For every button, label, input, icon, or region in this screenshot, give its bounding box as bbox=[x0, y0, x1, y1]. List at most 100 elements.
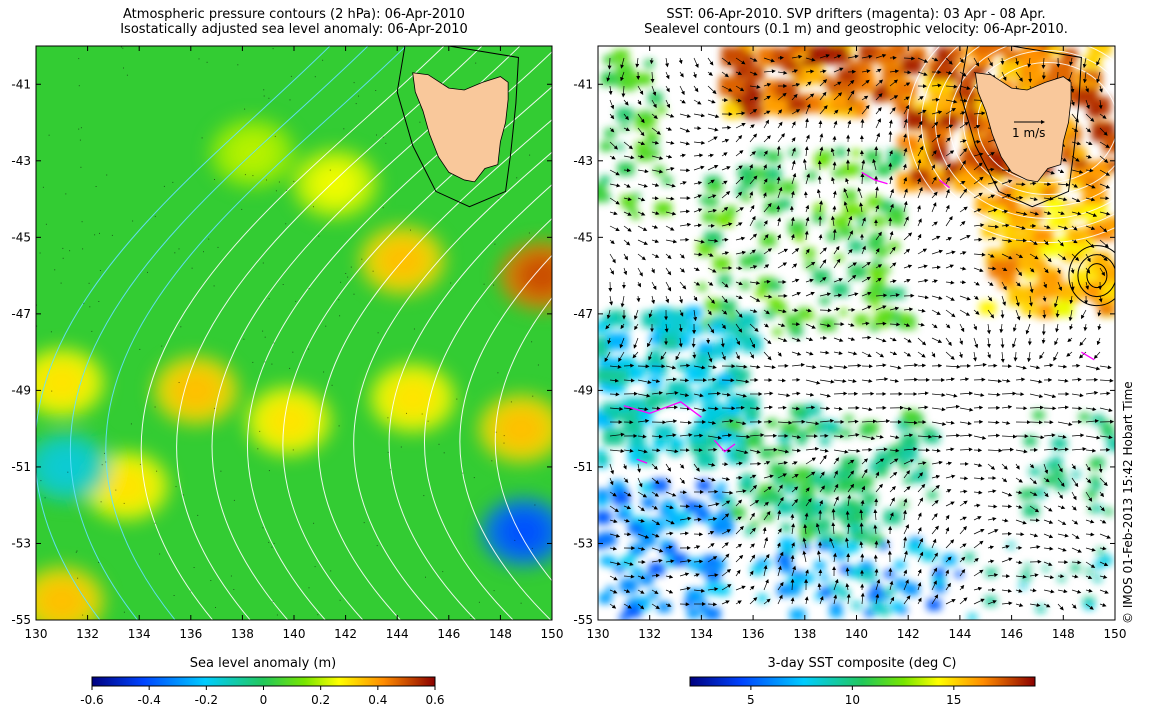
right-x-tick-label: 144 bbox=[948, 627, 971, 641]
sst-patch bbox=[620, 557, 633, 567]
velocity-arrow bbox=[791, 391, 801, 396]
sla-dot bbox=[237, 64, 239, 66]
velocity-arrow bbox=[620, 71, 625, 82]
velocity-arrow bbox=[665, 491, 677, 497]
right-colorbar-ticks: 5 10 15 bbox=[747, 686, 961, 707]
left-title-line1: Atmospheric pressure contours (2 hPa): 0… bbox=[123, 7, 465, 22]
sla-dot bbox=[389, 469, 391, 471]
velocity-arrow bbox=[802, 550, 807, 563]
velocity-arrow bbox=[692, 351, 697, 359]
velocity-arrow bbox=[679, 516, 692, 521]
velocity-arrow bbox=[650, 71, 655, 83]
sst-patch bbox=[852, 531, 866, 543]
sst-patch bbox=[744, 80, 758, 91]
velocity-arrow bbox=[707, 420, 717, 425]
sst-patch bbox=[1051, 437, 1067, 450]
left-colorbar-tick-label: 0 bbox=[260, 693, 268, 707]
sla-dot bbox=[494, 243, 496, 245]
velocity-arrow bbox=[805, 498, 812, 507]
velocity-arrow bbox=[819, 200, 823, 213]
sst-patch bbox=[639, 451, 657, 465]
velocity-arrow bbox=[763, 323, 769, 328]
velocity-arrow bbox=[888, 130, 893, 143]
velocity-arrow bbox=[693, 477, 706, 483]
sla-dot bbox=[104, 452, 105, 454]
sla-dot bbox=[180, 326, 182, 328]
velocity-arrow bbox=[791, 461, 798, 466]
sst-patch bbox=[692, 592, 701, 600]
velocity-arrow bbox=[693, 517, 702, 522]
velocity-arrow bbox=[693, 153, 704, 158]
sst-patch bbox=[724, 206, 737, 216]
sst-patch bbox=[678, 492, 688, 500]
velocity-arrow bbox=[637, 253, 646, 261]
velocity-arrow bbox=[763, 83, 772, 87]
velocity-arrow bbox=[791, 93, 798, 101]
sst-patch bbox=[684, 599, 694, 607]
sst-patch bbox=[619, 356, 635, 369]
velocity-arrow bbox=[623, 406, 634, 411]
sst-patch bbox=[844, 415, 854, 423]
velocity-arrow bbox=[819, 499, 823, 507]
velocity-arrow bbox=[707, 281, 714, 286]
velocity-arrow bbox=[707, 253, 714, 257]
sst-patch bbox=[866, 195, 882, 208]
sla-dot bbox=[213, 285, 215, 287]
sst-patch bbox=[1019, 583, 1027, 589]
sst-patch bbox=[875, 246, 889, 257]
velocity-arrow bbox=[815, 522, 821, 535]
velocity-arrow bbox=[804, 230, 809, 241]
sla-dot bbox=[273, 342, 275, 344]
velocity-arrow bbox=[735, 600, 742, 605]
pressure-contour-line bbox=[388, 184, 552, 620]
sst-patch bbox=[815, 592, 825, 600]
velocity-arrow bbox=[679, 558, 692, 563]
velocity-arrow bbox=[665, 589, 674, 594]
sst-patch bbox=[600, 175, 610, 184]
sst-patch bbox=[768, 297, 782, 309]
sst-patch bbox=[693, 352, 712, 367]
sst-patch bbox=[819, 297, 830, 305]
sst-patch bbox=[1089, 46, 1112, 56]
velocity-arrow bbox=[651, 491, 659, 497]
sla-dot bbox=[161, 345, 163, 347]
velocity-arrow bbox=[651, 281, 657, 291]
velocity-arrow bbox=[707, 179, 715, 185]
velocity-arrow bbox=[679, 433, 693, 438]
sst-patch bbox=[1100, 555, 1113, 565]
velocity-arrow bbox=[763, 461, 771, 465]
sst-patch bbox=[617, 508, 631, 520]
velocity-arrow bbox=[791, 542, 795, 549]
sst-patch bbox=[648, 562, 665, 576]
sla-dot bbox=[163, 185, 165, 187]
velocity-arrow bbox=[609, 127, 615, 133]
sst-patch bbox=[812, 213, 825, 223]
right-y-tick-label: -49 bbox=[573, 383, 593, 397]
sla-dot bbox=[156, 470, 158, 472]
velocity-arrow bbox=[665, 559, 675, 564]
velocity-arrow bbox=[903, 377, 919, 382]
velocity-arrow bbox=[749, 337, 756, 349]
sla-dot bbox=[272, 48, 274, 50]
pressure-contour-line bbox=[282, 86, 552, 620]
sst-patch bbox=[667, 328, 682, 340]
velocity-arrow bbox=[721, 309, 728, 315]
velocity-arrow bbox=[651, 547, 664, 553]
velocity-arrow bbox=[819, 379, 835, 384]
velocity-arrow bbox=[623, 518, 630, 523]
velocity-arrow bbox=[693, 252, 703, 257]
sst-patch bbox=[851, 149, 861, 157]
velocity-arrow bbox=[665, 463, 672, 472]
velocity-arrow bbox=[791, 172, 797, 185]
velocity-arrow bbox=[707, 602, 718, 607]
sla-dot bbox=[243, 338, 245, 340]
sst-patch bbox=[631, 567, 643, 577]
sla-data-dots bbox=[36, 46, 539, 618]
sst-patch bbox=[603, 428, 625, 446]
velocity-arrow bbox=[693, 99, 702, 105]
velocity-arrow bbox=[623, 127, 631, 131]
sst-patch bbox=[802, 311, 814, 321]
velocity-arrow bbox=[819, 133, 824, 143]
sst-patch bbox=[788, 221, 806, 235]
sst-patch bbox=[857, 226, 866, 234]
